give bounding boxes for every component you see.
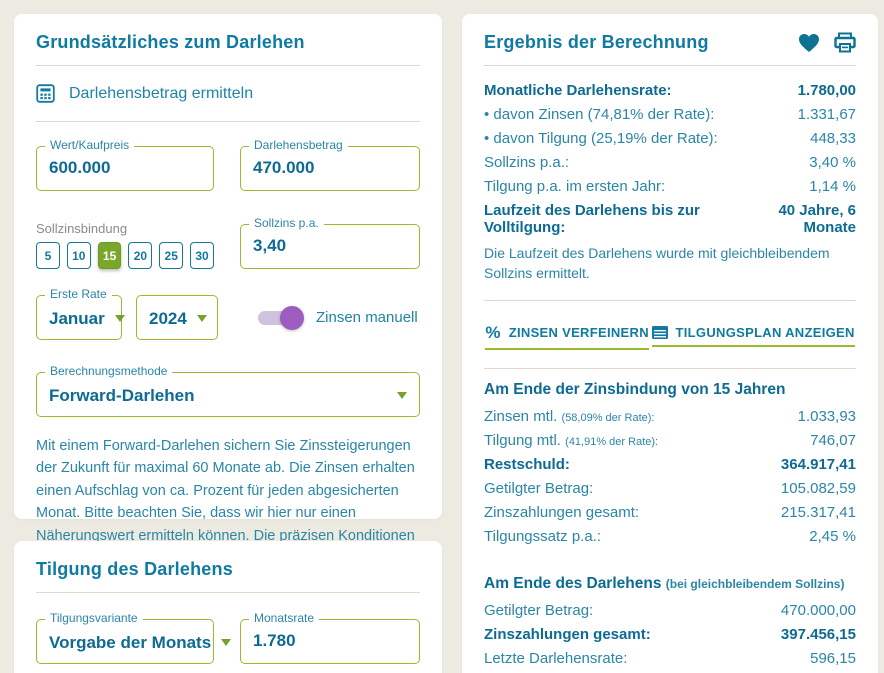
chevron-down-icon (114, 315, 125, 322)
result-row: Letzte Darlehensrate: 596,15 (484, 650, 856, 668)
wert-kaufpreis-label: Wert/Kaufpreis (45, 138, 135, 152)
result-row: Sollzins p.a.: 3,40 % (484, 153, 856, 171)
erste-rate-month-value: Januar (49, 308, 105, 328)
bindung-option-10[interactable]: 10 (66, 242, 91, 269)
basics-panel-title: Grundsätzliches zum Darlehen (36, 32, 305, 52)
tilgung-panel-title: Tilgung des Darlehens (36, 559, 233, 579)
basics-panel: Grundsätzliches zum Darlehen Darlehensbe… (14, 14, 442, 566)
table-icon (651, 326, 668, 340)
monatsrate-input[interactable] (253, 631, 407, 651)
favorite-heart-icon[interactable] (798, 33, 820, 53)
calculator-icon (36, 84, 55, 103)
zinsen-manuell-label: Zinsen manuell (316, 309, 418, 326)
result-row: Tilgungssatz p.a.: 2,45 % (484, 528, 856, 546)
darlehensbetrag-ermitteln-label: Darlehensbetrag ermitteln (69, 84, 254, 102)
result-row: • davon Zinsen (74,81% der Rate): 1.331,… (484, 105, 856, 123)
sollzins-input[interactable] (253, 236, 407, 256)
print-icon[interactable] (834, 32, 856, 53)
percent-icon: % (485, 322, 501, 342)
sollzinsbindung-group: Sollzinsbindung 5 10 15 20 25 30 (36, 221, 214, 269)
zinsen-verfeinern-button[interactable]: % Zinsen verfeinern (485, 323, 649, 350)
berechnungsmethode-label: Berechnungsmethode (45, 364, 173, 378)
zinsen-manuell-toggle[interactable] (258, 305, 304, 330)
result-row-laufzeit: Laufzeit des Darlehens bis zur Volltilgu… (484, 201, 856, 236)
toggle-knob (280, 305, 304, 330)
tilgungsvariante-value: Vorgabe der Monats (49, 632, 212, 652)
erste-rate-month-select[interactable]: Erste Rate Januar (36, 287, 125, 340)
bindung-option-30[interactable]: 30 (190, 242, 214, 269)
tilgungsvariante-label: Tilgungsvariante (45, 611, 143, 625)
darlehensbetrag-field[interactable]: Darlehensbetrag (240, 138, 420, 191)
result-row: Restschuld: 364.917,41 (484, 456, 856, 474)
result-row: Tilgung p.a. im ersten Jahr: 1,14 % (484, 177, 856, 195)
divider (36, 592, 420, 593)
tilgungsplan-anzeigen-button[interactable]: Tilgungsplan anzeigen (651, 325, 855, 348)
divider (484, 367, 856, 369)
result-panel: Ergebnis der Berechnung (462, 14, 878, 673)
wert-kaufpreis-field[interactable]: Wert/Kaufpreis (36, 138, 214, 191)
laufzeit-note: Die Laufzeit des Darlehens wurde mit gle… (484, 245, 830, 282)
result-row: Getilgter Betrag: 105.082,59 (484, 480, 856, 498)
darlehensbetrag-label: Darlehensbetrag (249, 138, 348, 152)
divider (484, 299, 856, 301)
result-row: Getilgter Betrag: 470.000,00 (484, 602, 856, 620)
berechnungsmethode-select[interactable]: Berechnungsmethode Forward-Darlehen (36, 364, 420, 417)
zinsbindung-section-title: Am Ende der Zinsbindung von 15 Jahren (484, 380, 786, 398)
sollzins-field[interactable]: Sollzins p.a. (240, 216, 420, 269)
result-panel-title: Ergebnis der Berechnung (484, 32, 709, 52)
result-row: Zinszahlungen gesamt: 215.317,41 (484, 504, 856, 522)
chevron-down-icon (397, 392, 407, 399)
tilgung-panel: Tilgung des Darlehens Tilgungsvariante V… (14, 541, 442, 673)
darlehensbetrag-ermitteln-link[interactable]: Darlehensbetrag ermitteln (36, 78, 420, 109)
erste-rate-year-value: 2024 (149, 308, 187, 328)
wert-kaufpreis-input[interactable] (49, 158, 201, 178)
monatsrate-field[interactable]: Monatsrate (240, 611, 420, 664)
result-row: Tilgung mtl. (41,91% der Rate): 746,07 (484, 432, 856, 450)
sollzinsbindung-options: 5 10 15 20 25 30 (36, 242, 214, 269)
sollzins-label: Sollzins p.a. (249, 216, 324, 230)
sollzinsbindung-label: Sollzinsbindung (36, 221, 128, 236)
divider (484, 65, 856, 66)
tilgungsvariante-select[interactable]: Tilgungsvariante Vorgabe der Monats (36, 611, 232, 664)
result-row: Monatliche Darlehensrate: 1.780,00 (484, 81, 856, 99)
divider (36, 65, 420, 66)
bindung-option-25[interactable]: 25 (159, 242, 184, 269)
darlehensende-section-title: Am Ende des Darlehens (bei gleichbleiben… (484, 574, 845, 592)
chevron-down-icon (221, 639, 232, 646)
darlehensbetrag-input[interactable] (253, 158, 407, 178)
bindung-option-15-selected[interactable]: 15 (97, 242, 122, 269)
erste-rate-year-select[interactable]: 2024 (136, 295, 218, 340)
result-row: Zinszahlungen gesamt: 397.456,15 (484, 626, 856, 644)
bindung-option-20[interactable]: 20 (128, 242, 153, 269)
result-row: • davon Tilgung (25,19% der Rate): 448,3… (484, 129, 856, 147)
berechnungsmethode-value: Forward-Darlehen (49, 385, 195, 405)
result-row: Zinsen mtl. (58,09% der Rate): 1.033,93 (484, 408, 856, 426)
bindung-option-5[interactable]: 5 (36, 242, 60, 269)
monatsrate-label: Monatsrate (249, 611, 320, 625)
divider (36, 121, 420, 122)
erste-rate-label: Erste Rate (45, 287, 112, 301)
chevron-down-icon (196, 315, 207, 322)
